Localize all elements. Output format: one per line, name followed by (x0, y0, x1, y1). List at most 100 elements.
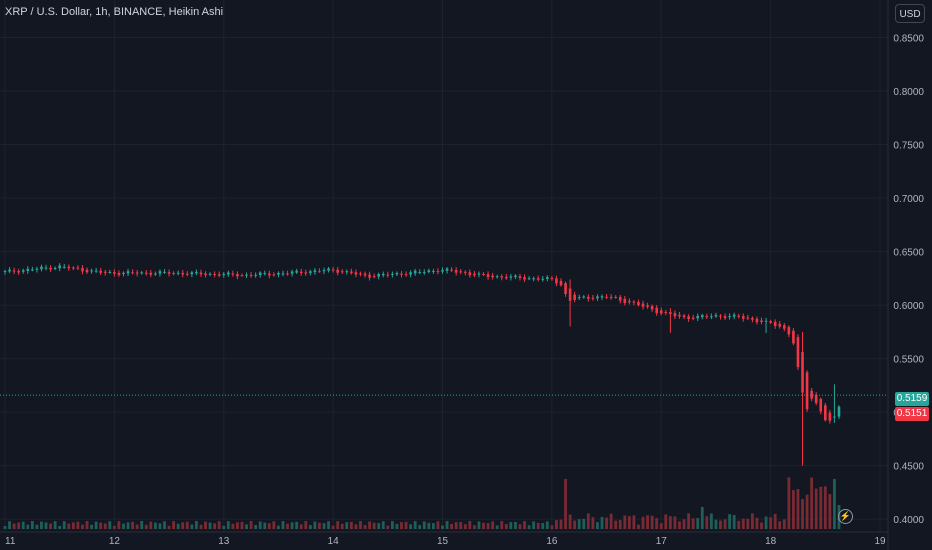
candle-body (35, 268, 39, 270)
volume-bar (318, 522, 321, 529)
candle-body (650, 305, 654, 310)
candle-body (600, 296, 604, 298)
volume-bar (623, 515, 627, 529)
volume-bar (773, 513, 777, 529)
candle-body (609, 296, 613, 298)
candle-body (760, 320, 763, 323)
x-tick-label: 12 (109, 536, 121, 547)
candle-body (372, 276, 376, 278)
volume-bar (21, 521, 25, 529)
volume-bar (245, 524, 248, 529)
last-price-label: 0.5159 (895, 392, 929, 406)
candle-body (678, 314, 681, 317)
volume-bar (40, 521, 43, 529)
candle-body (659, 310, 663, 314)
volume-bar (236, 522, 239, 529)
candle-body (309, 271, 312, 273)
candle-body (628, 300, 631, 303)
candle-body (632, 301, 636, 303)
volume-bar (290, 522, 294, 529)
volume-bar (518, 524, 522, 529)
candle-body (368, 274, 371, 278)
volume-bar (377, 523, 381, 529)
volume-bar (787, 477, 791, 529)
candle-body (231, 273, 235, 275)
volume-bar (728, 514, 732, 529)
candle-body (687, 316, 690, 320)
candle-body (108, 271, 112, 273)
volume-bar (431, 523, 435, 529)
candle-body (90, 270, 93, 272)
candle-body (163, 271, 166, 273)
x-tick-label: 17 (656, 536, 668, 547)
volume-bar (3, 526, 7, 529)
candle-body (386, 274, 390, 276)
candle-body (454, 269, 458, 273)
candle-body (21, 270, 25, 272)
candle-body (222, 273, 226, 275)
y-tick-label: 0.8000 (893, 87, 924, 98)
volume-bar (263, 522, 267, 529)
volume-bar (372, 522, 376, 529)
candle-body (723, 316, 727, 319)
volume-bar (277, 525, 280, 529)
volume-bar (258, 521, 262, 529)
lightning-icon[interactable]: ⚡ (838, 509, 853, 524)
currency-button[interactable]: USD (895, 4, 925, 23)
candle-body (208, 273, 212, 275)
volume-bar (17, 522, 21, 529)
volume-bar (441, 525, 444, 529)
candle-body (76, 267, 80, 269)
candle-body (304, 272, 308, 274)
volume-bar (185, 521, 189, 529)
candle-body (81, 267, 84, 272)
volume-bar (454, 522, 458, 529)
candle-body (796, 337, 800, 368)
candle-body (363, 273, 367, 276)
candle-body (350, 271, 353, 274)
volume-bar (678, 521, 681, 529)
volume-bar (99, 522, 103, 529)
candle-body (272, 274, 276, 276)
volume-bar (801, 499, 804, 529)
candle-body (432, 270, 435, 272)
candle-body (468, 272, 472, 276)
volume-bar (618, 520, 622, 529)
volume-bar (204, 521, 207, 529)
volume-bar (94, 521, 98, 529)
volume-bar (26, 524, 30, 529)
volume-bar (764, 516, 768, 529)
candle-body (532, 278, 535, 280)
volume-bar (532, 521, 536, 529)
volume-bar (555, 520, 558, 529)
candle-body (400, 273, 403, 275)
x-tick-label: 18 (765, 536, 777, 547)
candle-body (359, 273, 362, 275)
candle-body (505, 276, 508, 279)
candle-body (377, 274, 380, 277)
volume-bar (755, 517, 759, 529)
candle-body (495, 276, 499, 278)
volume-bar (719, 520, 722, 529)
open-price-label: 0.5151 (895, 407, 929, 421)
volume-bar (568, 514, 572, 529)
volume-bar (796, 489, 800, 529)
volume-bar (281, 521, 285, 529)
volume-bar (463, 524, 467, 529)
y-tick-label: 0.5500 (893, 355, 924, 366)
candle-body (577, 297, 581, 299)
candle-body (509, 276, 513, 278)
candle-body (3, 271, 7, 273)
candle-body (213, 273, 216, 275)
candle-body (268, 273, 271, 276)
volume-bar (500, 521, 504, 529)
volume-bar (103, 523, 107, 529)
volume-bar (71, 522, 75, 529)
volume-bar (135, 524, 139, 529)
volume-bar (427, 522, 431, 529)
candle-body (769, 321, 772, 323)
volume-bar (58, 525, 62, 529)
candle-body (340, 271, 344, 273)
